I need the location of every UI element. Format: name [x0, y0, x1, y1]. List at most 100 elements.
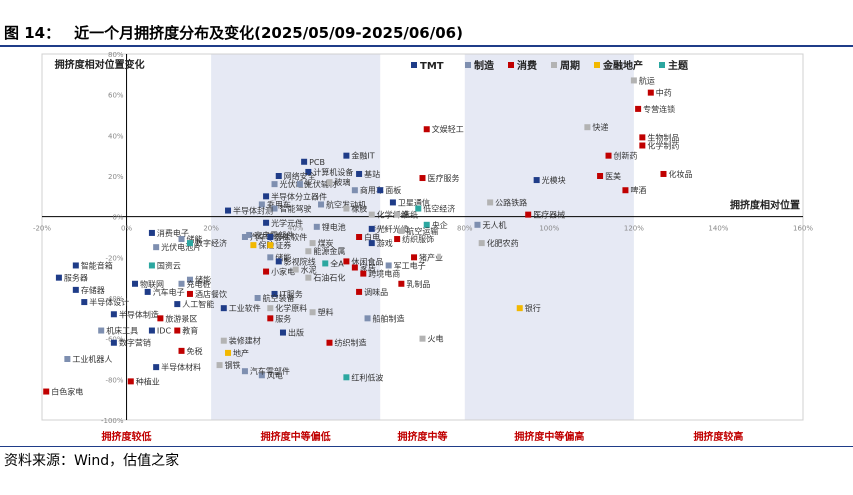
point-label: 船舶制造	[373, 313, 405, 323]
data-point	[622, 187, 629, 194]
point-label: 汽车零部件	[250, 366, 290, 376]
point-label: 半导体分立器件	[271, 191, 327, 201]
data-point	[110, 311, 117, 318]
data-point	[343, 152, 350, 159]
data-point	[263, 219, 270, 226]
point-label: 家居	[360, 263, 376, 273]
point-label: 基站	[364, 169, 380, 179]
data-point	[635, 105, 642, 112]
data-point	[225, 349, 232, 356]
point-label: 乘用车	[267, 199, 291, 209]
point-label: 消费电子	[157, 228, 189, 238]
point-label: 充电桩	[187, 279, 211, 289]
data-point	[478, 240, 485, 247]
point-label: 网络安全	[284, 171, 316, 181]
figure-title-text: 近一个月拥挤度分布及变化(2025/05/09-2025/06/06)	[74, 24, 463, 42]
point-label: 家电零部件	[254, 230, 294, 240]
point-label: 游戏	[377, 238, 393, 248]
data-point	[305, 168, 312, 175]
data-point	[267, 242, 274, 249]
data-point	[419, 335, 426, 342]
point-label: 半导体材料	[161, 362, 201, 372]
data-point	[267, 234, 274, 240]
figure-label: 图 14：	[4, 24, 61, 42]
point-label: 储能	[187, 234, 203, 244]
x-tick-label: -20%	[33, 225, 51, 233]
point-label: 航空运输	[406, 226, 438, 236]
data-point	[343, 374, 350, 381]
point-label: 智能驾驶	[280, 204, 312, 214]
data-point	[647, 89, 654, 96]
data-point	[263, 193, 270, 200]
data-point	[368, 240, 375, 247]
y-tick-label: 20%	[108, 173, 124, 181]
data-point	[258, 372, 265, 379]
point-label: 低空经济	[423, 204, 455, 214]
point-label: 光学元件	[271, 218, 303, 228]
data-point	[225, 207, 232, 214]
data-point	[597, 173, 604, 179]
point-label: 锂电池	[322, 222, 346, 232]
figure-header: 图 14： 近一个月拥挤度分布及变化(2025/05/09-2025/06/06)	[0, 0, 853, 47]
point-label: 文娱轻工	[432, 124, 464, 134]
point-label: 风电	[267, 370, 283, 380]
x-tick-label: 100%	[539, 225, 559, 233]
data-point	[132, 280, 139, 287]
point-label: 创新药	[614, 151, 638, 161]
data-point	[411, 254, 418, 261]
source-note: 资料来源：Wind，估值之家	[4, 453, 180, 469]
point-label: 银行	[525, 303, 541, 313]
y-tick-label: -40%	[105, 295, 123, 303]
data-point	[398, 227, 405, 234]
point-label: 证券	[275, 240, 291, 250]
data-point	[271, 205, 278, 212]
data-point	[322, 260, 329, 267]
data-point	[301, 158, 308, 165]
data-point	[271, 181, 278, 188]
point-label: 红利低波	[351, 372, 383, 382]
data-point	[275, 258, 282, 265]
data-point	[660, 170, 667, 177]
point-label: 半导体制造	[119, 309, 159, 319]
point-label: 人工智能	[182, 299, 214, 309]
data-point	[326, 339, 333, 346]
point-label: 机床工具	[106, 326, 138, 336]
data-point	[423, 126, 430, 133]
data-point	[487, 199, 494, 206]
data-point	[148, 262, 155, 269]
point-label: 医疗器械	[533, 210, 565, 220]
data-point	[254, 295, 261, 301]
data-point	[72, 262, 79, 269]
data-point	[174, 327, 181, 334]
point-label: 水泥	[301, 265, 317, 275]
legend-label: 金融地产	[602, 59, 643, 72]
data-point	[394, 236, 401, 243]
band-label: 拥挤度中等偏低	[261, 430, 331, 443]
legend-marker	[551, 62, 557, 68]
point-label: 军工电子	[394, 260, 426, 270]
data-point	[351, 187, 358, 194]
chart-frame: -20% 0% 20% 40% 60% 80% 100% 120% 140% 160% 80% 60%…	[0, 47, 853, 447]
legend-label: 制造	[474, 59, 495, 72]
legend-label: 消费	[517, 59, 537, 72]
data-point	[157, 315, 164, 322]
point-label: 计算机设备	[313, 167, 353, 177]
footer-divider	[0, 446, 853, 447]
point-label: 化学原料	[275, 303, 307, 313]
data-point	[186, 240, 193, 247]
point-label: 医疗服务	[428, 173, 460, 183]
data-point	[178, 280, 185, 287]
legend-marker	[411, 62, 417, 68]
x-tick-label: 160%	[793, 225, 813, 233]
data-point	[178, 236, 185, 243]
point-label: 航空装备	[263, 293, 295, 303]
point-label: 小家电	[271, 267, 295, 277]
data-point	[309, 309, 316, 316]
data-point	[186, 290, 193, 297]
chart-title: 拥挤度相对位置变化	[55, 58, 145, 71]
point-label: 数字经济	[195, 238, 227, 248]
point-label: 物联网	[140, 279, 164, 289]
data-point	[241, 234, 248, 240]
band-3	[464, 54, 634, 420]
data-point	[174, 301, 181, 308]
